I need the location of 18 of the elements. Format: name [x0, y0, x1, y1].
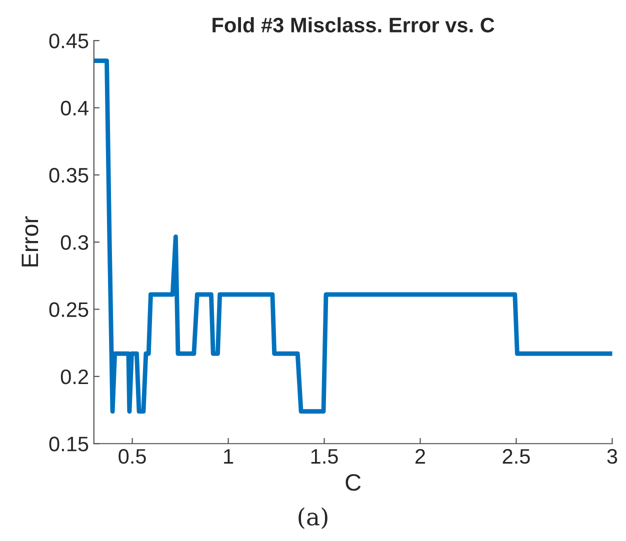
y-tick-label: 0.3 — [60, 235, 88, 250]
y-tick-label: 0.25 — [49, 302, 88, 318]
y-tick-label: 0.2 — [60, 369, 88, 384]
x-tick-label: 3 — [607, 449, 618, 464]
y-tick-label: 0.15 — [49, 436, 88, 452]
y-tick-label: 0.45 — [49, 34, 88, 48]
x-tick-label: 2 — [416, 449, 425, 464]
x-tick-label: 2.5 — [502, 449, 530, 464]
x-tick-label: 1.5 — [311, 449, 338, 464]
y-axis-title: Error — [22, 216, 38, 266]
line-series — [94, 58, 612, 414]
chart-title: Fold #3 Misclass. Error vs. C — [212, 17, 494, 32]
y-tick-label: 0.35 — [49, 168, 88, 183]
x-tick-label: 1 — [224, 449, 234, 464]
x-tick-label: 0.5 — [118, 449, 146, 464]
text: (a) — [298, 507, 328, 529]
y-tick-label: 0.4 — [60, 100, 88, 116]
x-axis-title: C — [346, 474, 361, 491]
